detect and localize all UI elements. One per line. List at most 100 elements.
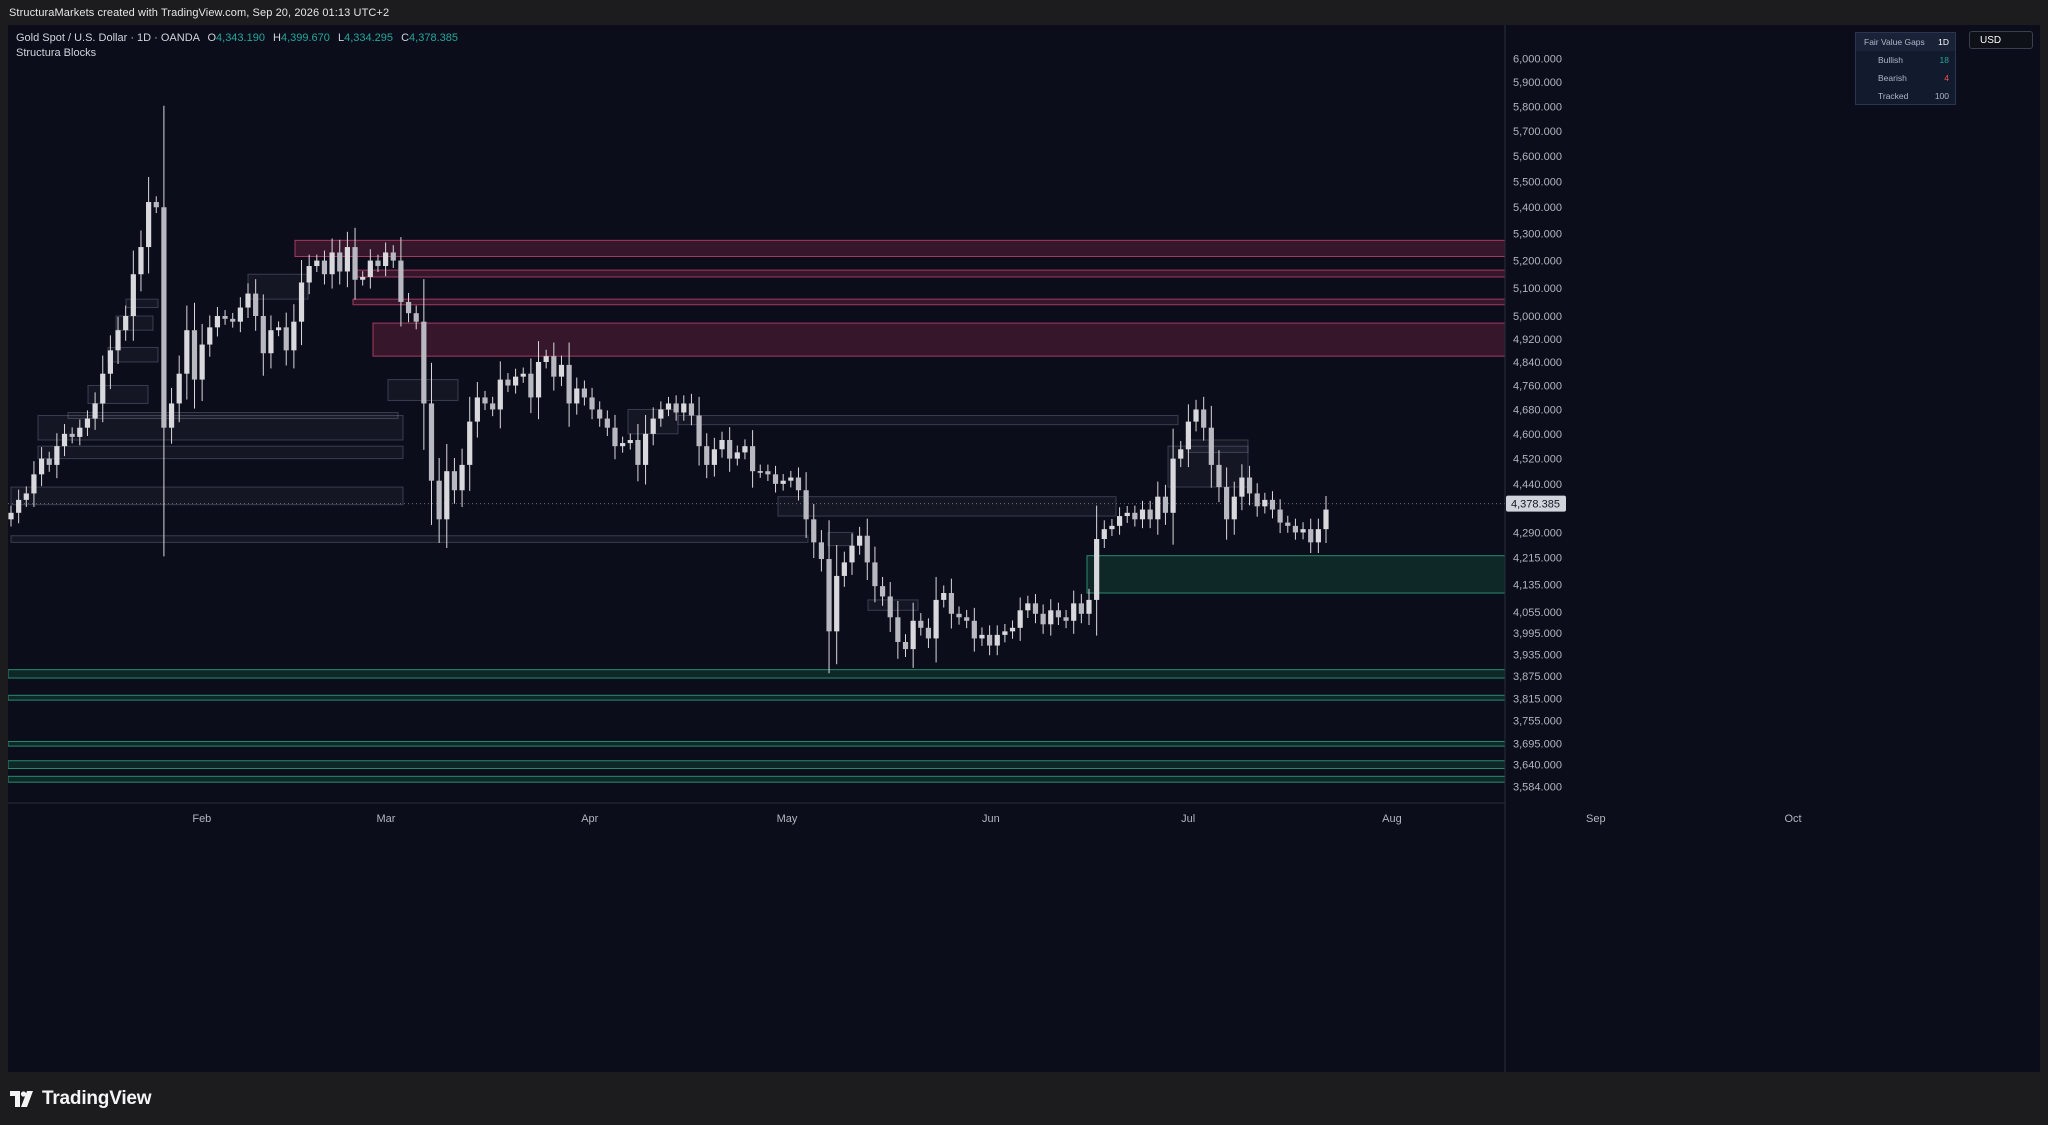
structure-block[interactable] — [10, 535, 809, 543]
candle-body[interactable] — [604, 418, 610, 428]
candle-body[interactable] — [574, 388, 580, 404]
candle-body[interactable] — [69, 433, 75, 437]
candle-body[interactable] — [8, 512, 14, 520]
candle-body[interactable] — [245, 293, 251, 308]
candle-body[interactable] — [1055, 610, 1062, 618]
tradingview-logo[interactable]: TradingView — [10, 1088, 152, 1110]
bullish-fvg-zone[interactable] — [8, 741, 1506, 747]
candle-body[interactable] — [1086, 599, 1092, 614]
candle-body[interactable] — [130, 274, 136, 317]
candle-body[interactable] — [803, 490, 809, 520]
structure-block[interactable] — [87, 385, 149, 404]
candle-body[interactable] — [895, 617, 901, 642]
candle-body[interactable] — [1323, 509, 1329, 530]
candle-body[interactable] — [818, 542, 825, 560]
candle-body[interactable] — [207, 327, 213, 345]
candle-body[interactable] — [841, 562, 847, 576]
bearish-fvg-zone[interactable] — [352, 298, 1506, 306]
candle-body[interactable] — [642, 433, 649, 465]
candle-body[interactable] — [757, 471, 763, 473]
candle-body[interactable] — [390, 252, 396, 261]
candle-body[interactable] — [1002, 631, 1008, 635]
candle-body[interactable] — [543, 356, 549, 362]
candle-body[interactable] — [1254, 493, 1260, 507]
candle-body[interactable] — [38, 458, 45, 475]
candle-body[interactable] — [1193, 409, 1199, 422]
candle-body[interactable] — [383, 252, 389, 267]
candle-body[interactable] — [558, 364, 565, 377]
candle-body[interactable] — [337, 252, 343, 272]
candle-body[interactable] — [742, 446, 748, 453]
bullish-fvg-zone[interactable] — [1086, 555, 1506, 594]
candle-body[interactable] — [941, 593, 947, 600]
candle-body[interactable] — [1224, 487, 1230, 520]
candle-body[interactable] — [497, 379, 503, 410]
candle-body[interactable] — [46, 458, 52, 465]
bearish-fvg-zone[interactable] — [352, 269, 1506, 278]
structure-block[interactable] — [37, 415, 404, 441]
candle-body[interactable] — [1178, 449, 1184, 459]
price-chart[interactable]: 6,000.000 5,900.000 5,800.000 5,700.000 5,60… — [8, 25, 2040, 1072]
candle-body[interactable] — [1147, 509, 1153, 520]
candle-body[interactable] — [1277, 509, 1283, 523]
candle-body[interactable] — [405, 301, 412, 314]
candle-body[interactable] — [184, 330, 190, 374]
candle-body[interactable] — [54, 446, 60, 465]
candle-body[interactable] — [77, 427, 83, 437]
candle-body[interactable] — [887, 596, 893, 618]
candle-body[interactable] — [834, 575, 840, 632]
candle-body[interactable] — [260, 316, 266, 354]
candle-body[interactable] — [100, 373, 106, 404]
candle-body[interactable] — [933, 599, 939, 639]
candle-body[interactable] — [956, 613, 962, 618]
candle-body[interactable] — [92, 403, 98, 419]
candle-body[interactable] — [711, 449, 717, 465]
candle-body[interactable] — [879, 586, 886, 597]
candle-body[interactable] — [520, 373, 526, 377]
candle-body[interactable] — [375, 260, 381, 267]
candle-body[interactable] — [681, 403, 687, 413]
candle-body[interactable] — [352, 247, 358, 280]
structure-block[interactable] — [37, 445, 404, 460]
candle-body[interactable] — [1269, 499, 1276, 510]
candle-body[interactable] — [1292, 525, 1299, 533]
candle-body[interactable] — [176, 373, 182, 404]
candle-body[interactable] — [1208, 427, 1214, 465]
candle-body[interactable] — [214, 316, 221, 328]
candle-body[interactable] — [321, 260, 328, 275]
structure-block[interactable] — [10, 486, 404, 506]
candle-body[interactable] — [329, 252, 335, 275]
candle-body[interactable] — [1017, 610, 1023, 628]
candle-body[interactable] — [864, 535, 870, 563]
bearish-fvg-zone[interactable] — [372, 322, 1506, 357]
candle-body[interactable] — [1216, 464, 1222, 488]
candle-body[interactable] — [230, 318, 236, 322]
candle-body[interactable] — [566, 364, 572, 404]
candle-body[interactable] — [780, 480, 786, 484]
candle-body[interactable] — [994, 634, 1000, 646]
candle-body[interactable] — [199, 344, 205, 380]
candle-body[interactable] — [910, 620, 916, 650]
bullish-fvg-zone[interactable] — [8, 669, 1506, 679]
candle-body[interactable] — [1101, 529, 1107, 540]
candle-body[interactable] — [535, 361, 542, 398]
candle-body[interactable] — [23, 493, 29, 500]
candle-body[interactable] — [467, 421, 473, 465]
candle-body[interactable] — [734, 452, 740, 459]
candle-body[interactable] — [306, 266, 312, 283]
candle-body[interactable] — [811, 519, 817, 543]
candle-body[interactable] — [727, 439, 733, 459]
candle-body[interactable] — [925, 627, 932, 639]
candle-body[interactable] — [979, 634, 985, 639]
candle-body[interactable] — [1285, 522, 1291, 526]
candle-body[interactable] — [772, 474, 779, 484]
candle-body[interactable] — [237, 307, 243, 322]
candle-body[interactable] — [857, 535, 863, 546]
candle-body[interactable] — [16, 499, 22, 513]
candle-body[interactable] — [872, 562, 878, 587]
candle-body[interactable] — [581, 388, 588, 398]
candle-body[interactable] — [428, 403, 435, 481]
candle-body[interactable] — [191, 330, 198, 380]
candle-body[interactable] — [398, 260, 404, 302]
bullish-fvg-zone[interactable] — [8, 775, 1506, 783]
